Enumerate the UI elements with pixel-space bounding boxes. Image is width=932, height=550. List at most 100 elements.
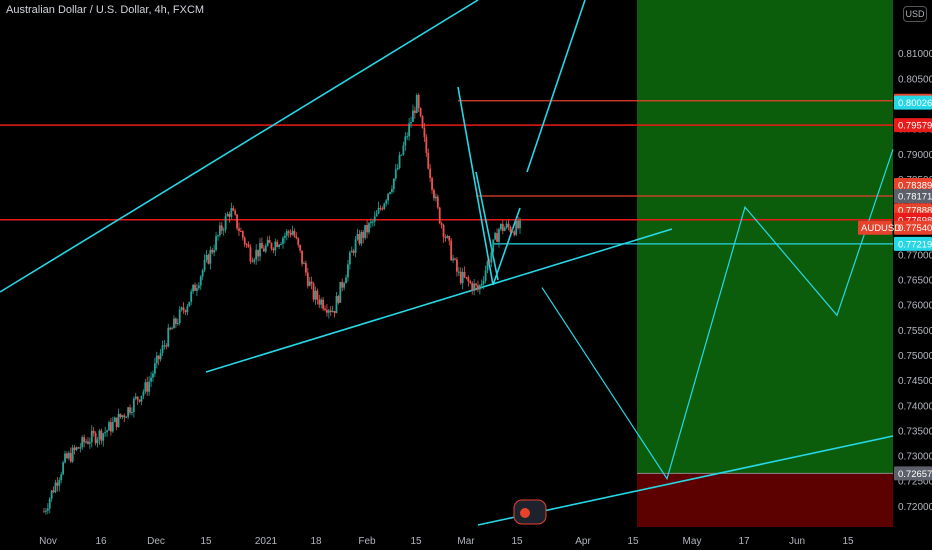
candle-body bbox=[433, 190, 435, 199]
candle-body bbox=[373, 216, 376, 222]
candle-body bbox=[276, 241, 279, 247]
symbol-tag bbox=[858, 220, 892, 235]
symbol-tag-text: AUDUSD bbox=[861, 223, 901, 234]
candle-body bbox=[167, 327, 170, 347]
candle-body bbox=[196, 288, 198, 291]
x-tick-label: 18 bbox=[310, 536, 322, 547]
x-tick-label: Jun bbox=[789, 536, 805, 547]
x-tick-label: 15 bbox=[200, 536, 212, 547]
candle-body bbox=[369, 221, 372, 224]
price-badge-text: 0.78389 bbox=[898, 181, 932, 192]
candle-body bbox=[102, 433, 105, 441]
candle-body bbox=[132, 398, 135, 412]
candle-body bbox=[352, 250, 355, 253]
candle-body bbox=[350, 250, 353, 253]
candle-body bbox=[301, 250, 303, 264]
candle-body bbox=[211, 249, 214, 253]
event-icon-bg bbox=[513, 499, 547, 525]
candle-body bbox=[356, 234, 359, 240]
candle-body bbox=[475, 283, 477, 286]
candle-body bbox=[46, 508, 49, 511]
candle-body bbox=[264, 245, 267, 252]
candle-body bbox=[255, 249, 258, 260]
candle-body bbox=[121, 415, 124, 418]
position-tool-zones bbox=[637, 0, 893, 527]
candle-body bbox=[517, 220, 519, 229]
candle-body bbox=[182, 307, 185, 311]
candle-body bbox=[64, 453, 66, 463]
candle-body bbox=[444, 237, 447, 239]
candle-body bbox=[217, 235, 219, 237]
candle-body bbox=[295, 236, 298, 239]
candle-body bbox=[515, 220, 518, 235]
candle-body bbox=[161, 345, 164, 353]
candle-body bbox=[360, 231, 363, 244]
x-tick-label: Feb bbox=[358, 536, 376, 547]
candle-body bbox=[94, 433, 97, 444]
candle-body bbox=[469, 281, 472, 283]
candle-body bbox=[324, 308, 326, 311]
candle-body bbox=[50, 490, 53, 499]
candle-body bbox=[438, 207, 441, 224]
candle-body bbox=[331, 311, 334, 313]
x-tick-label: May bbox=[683, 536, 702, 547]
candle-body bbox=[394, 169, 397, 179]
candle-body bbox=[77, 447, 80, 449]
candle-body bbox=[48, 498, 51, 509]
candle-body bbox=[173, 318, 175, 329]
x-tick-label: 15 bbox=[410, 536, 422, 547]
candle-body bbox=[60, 474, 63, 480]
candle-body bbox=[239, 231, 242, 233]
candle-body bbox=[207, 254, 210, 264]
candle-body bbox=[249, 247, 252, 262]
candle-body bbox=[496, 233, 498, 242]
candle-body bbox=[153, 363, 156, 374]
candle-body bbox=[410, 122, 412, 124]
candle-body bbox=[404, 136, 407, 146]
candle-body bbox=[402, 145, 405, 155]
candle-body bbox=[142, 391, 145, 396]
trendline-0 bbox=[0, 0, 479, 293]
x-tick-label: Apr bbox=[575, 536, 591, 547]
candle-body bbox=[150, 377, 152, 382]
candle-body bbox=[266, 240, 269, 246]
candle-body bbox=[297, 238, 300, 245]
candle-body bbox=[213, 250, 216, 253]
candle-body bbox=[358, 234, 361, 244]
candle-body bbox=[454, 258, 456, 260]
candle-body bbox=[306, 272, 309, 286]
candle-body bbox=[100, 430, 103, 441]
candle-body bbox=[385, 200, 388, 204]
candle-body bbox=[215, 236, 217, 251]
y-tick-label: 0.72000 bbox=[898, 502, 932, 513]
candle-body bbox=[155, 355, 158, 364]
candle-body bbox=[184, 310, 187, 313]
candle-body bbox=[152, 373, 154, 378]
currency-button[interactable]: USD bbox=[903, 6, 927, 22]
candle-body bbox=[381, 208, 384, 210]
projection-path bbox=[541, 149, 894, 481]
candle-body bbox=[205, 254, 208, 260]
price-badge bbox=[894, 188, 932, 203]
candle-body bbox=[272, 248, 275, 251]
x-tick-label: Dec bbox=[147, 536, 165, 547]
candle-body bbox=[326, 310, 328, 313]
candle-body bbox=[228, 213, 231, 217]
candle-body bbox=[165, 345, 168, 347]
candle-body bbox=[389, 192, 391, 194]
candle-body bbox=[148, 381, 151, 392]
candle-body bbox=[398, 154, 401, 168]
y-tick-label: 0.77000 bbox=[898, 250, 932, 261]
candle-body bbox=[341, 281, 344, 288]
candle-body bbox=[186, 306, 189, 313]
candle-body bbox=[473, 283, 476, 291]
candle-body bbox=[88, 442, 91, 444]
price-badge bbox=[894, 95, 932, 110]
candle-body bbox=[75, 447, 78, 450]
candle-body bbox=[417, 94, 420, 109]
candle-body bbox=[377, 207, 380, 214]
candle-body bbox=[243, 237, 246, 245]
candle-body bbox=[347, 264, 349, 278]
candle-body bbox=[368, 223, 370, 233]
